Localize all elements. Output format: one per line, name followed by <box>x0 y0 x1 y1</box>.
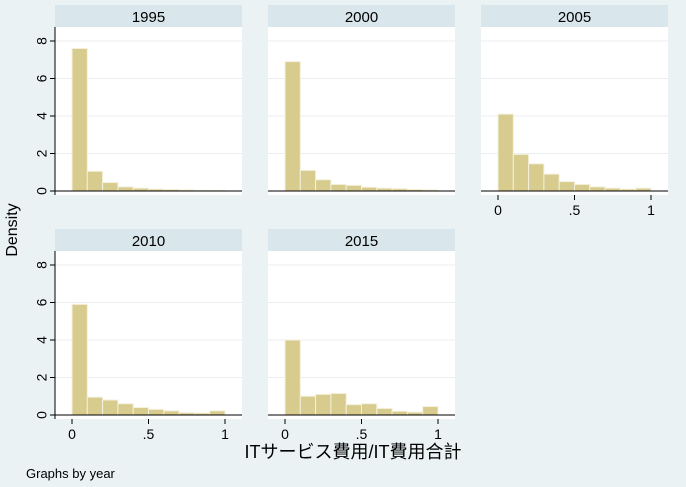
bar-2010-9 <box>209 410 226 416</box>
x-tick-label: 0 <box>281 426 289 442</box>
panel-strip <box>55 229 242 251</box>
bar-1995-2 <box>102 182 119 192</box>
bar-2010-1 <box>86 396 104 416</box>
bar-2015-2 <box>315 393 332 416</box>
panel-title: 2005 <box>558 9 591 26</box>
bar-2015-4 <box>345 404 363 416</box>
y-tick-label: 0 <box>34 411 50 419</box>
y-tick-label: 2 <box>34 373 50 381</box>
panel-title: 2015 <box>345 233 378 250</box>
x-tick-label: 1 <box>647 202 655 218</box>
bar-2015-7 <box>391 410 408 416</box>
bar-2005-5 <box>574 183 591 192</box>
x-tick-label: 1 <box>221 426 229 442</box>
panel-title: 2010 <box>132 233 165 250</box>
x-tick-label: 0 <box>494 202 502 218</box>
bar-2010-5 <box>148 408 165 416</box>
bar-2010-4 <box>132 407 149 416</box>
bar-2015-3 <box>330 392 347 416</box>
bar-2010-0 <box>71 303 88 416</box>
panel-strip <box>268 229 455 251</box>
bar-2005-3 <box>543 173 560 192</box>
bar-2005-4 <box>558 181 576 192</box>
panel-strip <box>268 5 455 27</box>
y-tick-label: 0 <box>34 187 50 195</box>
x-tick-label: 0 <box>68 426 76 442</box>
y-tick-label: 6 <box>34 298 50 306</box>
bar-2015-1 <box>299 395 317 416</box>
x-tick-label: .5 <box>569 202 581 218</box>
bar-2005-1 <box>512 153 530 192</box>
panel-title: 1995 <box>132 9 165 26</box>
graphs-by-note: Graphs by year <box>26 466 116 481</box>
bar-2015-5 <box>361 403 378 416</box>
x-tick-label: 1 <box>434 426 442 442</box>
y-tick-label: 8 <box>34 261 50 269</box>
bar-2005-2 <box>528 163 545 192</box>
x-tick-label: .5 <box>356 426 368 442</box>
bar-2015-0 <box>284 339 301 416</box>
bar-2005-0 <box>497 113 514 192</box>
bar-1995-1 <box>86 170 104 192</box>
y-tick-label: 2 <box>34 149 50 157</box>
x-axis-title: ITサービス費用/IT費用合計 <box>245 442 462 462</box>
bar-2000-4 <box>345 184 363 192</box>
bar-2010-2 <box>102 399 119 416</box>
x-tick-label: .5 <box>143 426 155 442</box>
y-tick-label: 8 <box>34 37 50 45</box>
bar-2015-9 <box>422 406 439 416</box>
bar-1995-0 <box>71 48 88 192</box>
bar-1995-3 <box>117 186 134 192</box>
bar-2000-0 <box>284 61 301 192</box>
y-tick-label: 4 <box>34 112 50 120</box>
bar-2005-6 <box>589 186 606 192</box>
panel-strip <box>481 5 668 27</box>
y-axis-title: Density <box>4 203 21 256</box>
panel-title: 2000 <box>345 9 378 26</box>
bar-2000-3 <box>330 183 347 192</box>
panel-strip <box>55 5 242 27</box>
bar-2000-2 <box>315 179 332 192</box>
y-tick-label: 4 <box>34 336 50 344</box>
bar-2010-3 <box>117 403 134 416</box>
bar-2000-5 <box>361 186 378 192</box>
bar-2000-1 <box>299 169 317 192</box>
y-tick-label: 6 <box>34 74 50 82</box>
bar-2010-6 <box>163 410 180 416</box>
bar-2015-6 <box>376 407 393 416</box>
